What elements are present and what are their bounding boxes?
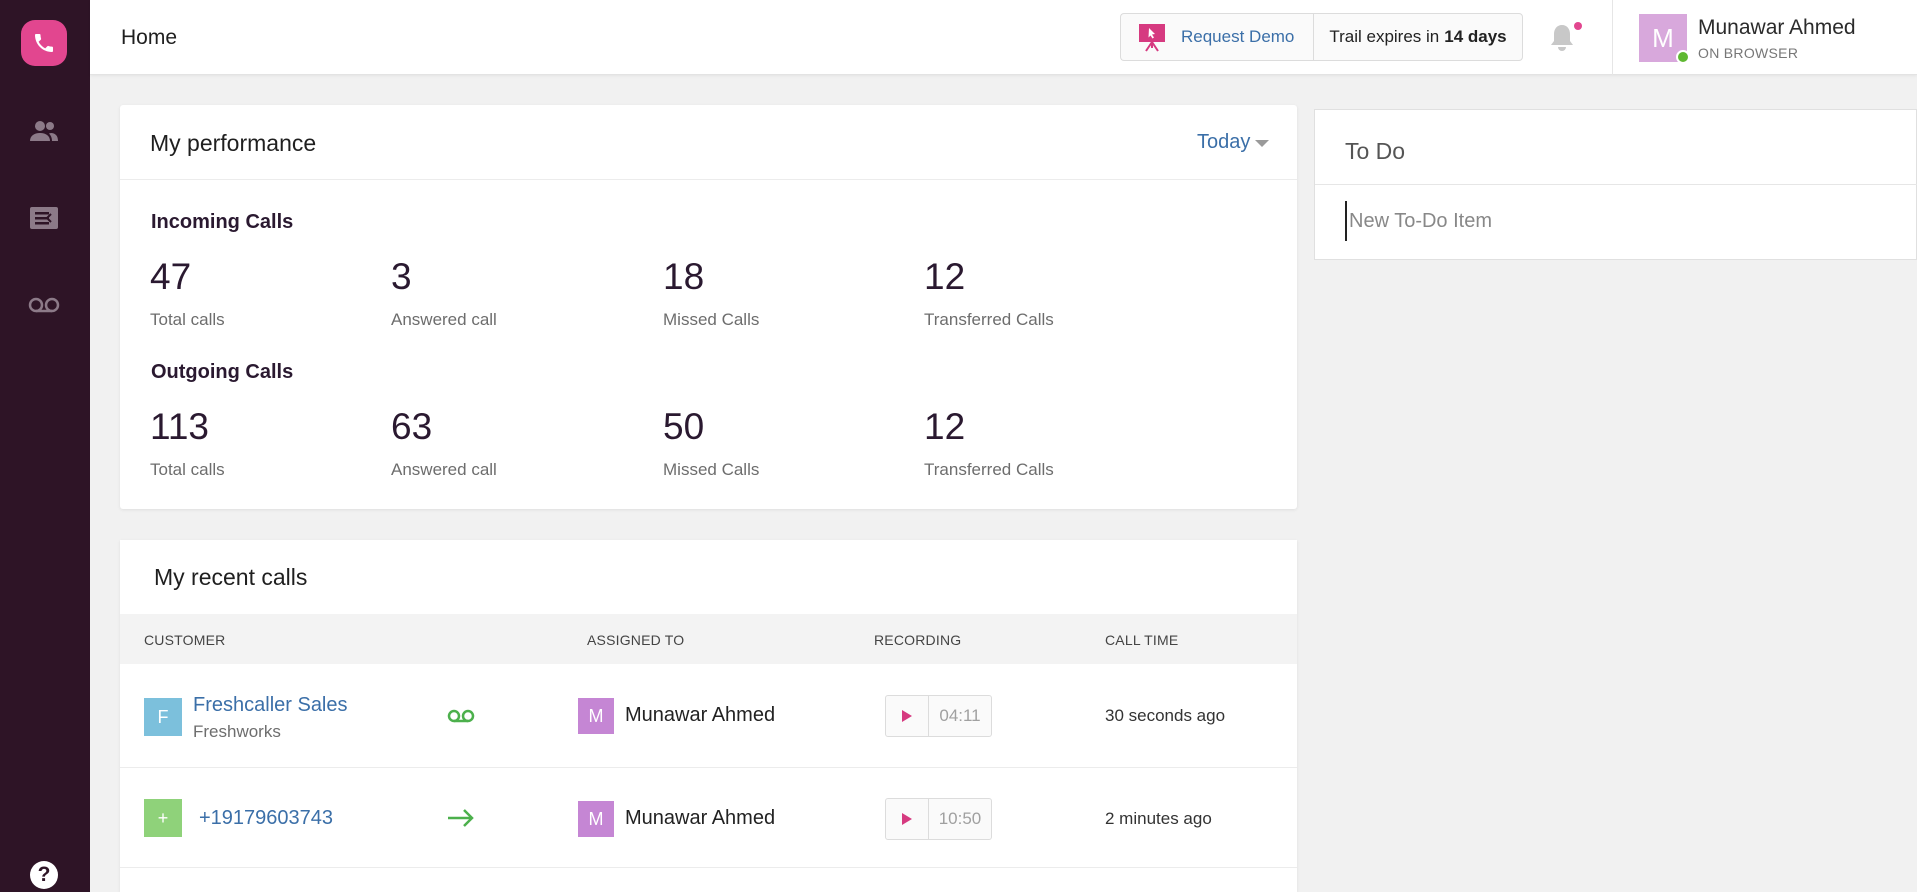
todo-title: To Do <box>1345 138 1406 164</box>
incoming-missed-label: Missed Calls <box>663 310 760 329</box>
customer-company: Freshworks <box>193 722 281 741</box>
assignee-avatar: M <box>578 698 614 734</box>
recent-calls-card: My recent calls CUSTOMER ASSIGNED TO REC… <box>120 540 1297 892</box>
outgoing-missed-label: Missed Calls <box>663 460 760 479</box>
tickets-icon[interactable] <box>26 200 62 236</box>
divider <box>120 179 1297 180</box>
outgoing-answered-value: 63 <box>391 406 433 447</box>
play-icon[interactable] <box>886 696 929 736</box>
date-filter-dropdown[interactable]: Today <box>1197 131 1251 153</box>
trial-prefix: Trail expires in <box>1329 27 1440 46</box>
column-header-customer: CUSTOMER <box>144 632 226 648</box>
outgoing-transferred-label: Transferred Calls <box>924 460 1054 479</box>
outgoing-total-value: 113 <box>150 406 209 447</box>
recording-duration: 04:11 <box>939 706 981 725</box>
column-header-recording: RECORDING <box>874 632 962 648</box>
table-row[interactable]: + +19179603743 M Munawar Ahmed 10:50 2 m… <box>120 768 1297 868</box>
customer-name-link[interactable]: Freshcaller Sales <box>193 694 348 716</box>
table-row[interactable]: F Freshcaller Sales Freshworks M Munawar… <box>120 664 1297 768</box>
customer-avatar: + <box>144 799 182 837</box>
recording-player: 04:11 <box>885 695 992 737</box>
top-header: Home Request Demo Trail expires in 14 da… <box>90 0 1917 75</box>
outgoing-answered-label: Answered call <box>391 460 497 479</box>
notification-dot <box>1574 22 1582 30</box>
presentation-icon <box>1139 24 1165 52</box>
user-avatar[interactable]: M <box>1639 14 1687 62</box>
new-todo-input[interactable] <box>1345 201 1885 241</box>
performance-title: My performance <box>150 130 317 156</box>
request-demo-label: Request Demo <box>1181 27 1295 46</box>
contacts-icon[interactable] <box>26 113 62 149</box>
incoming-calls-heading: Incoming Calls <box>151 211 294 233</box>
header-divider <box>1612 0 1613 75</box>
outgoing-arrow-icon <box>448 809 474 827</box>
todo-panel: To Do <box>1314 109 1917 260</box>
online-status-dot <box>1676 50 1690 64</box>
recording-duration: 10:50 <box>938 809 982 828</box>
column-header-assigned: ASSIGNED TO <box>587 632 685 648</box>
assignee-avatar: M <box>578 801 614 837</box>
voicemail-icon <box>447 709 475 723</box>
request-demo-button[interactable]: Request Demo <box>1120 13 1313 61</box>
call-time: 2 minutes ago <box>1105 809 1212 828</box>
incoming-answered-label: Answered call <box>391 310 497 329</box>
incoming-total-label: Total calls <box>150 310 225 329</box>
sidebar: ? <box>0 0 90 892</box>
incoming-total-value: 47 <box>150 256 192 297</box>
customer-phone-link[interactable]: +19179603743 <box>199 807 334 829</box>
incoming-transferred-label: Transferred Calls <box>924 310 1054 329</box>
column-header-call-time: CALL TIME <box>1105 632 1179 648</box>
user-status-text: ON BROWSER <box>1698 45 1799 61</box>
incoming-missed-value: 18 <box>663 256 705 297</box>
notification-bell-icon[interactable] <box>1548 22 1576 54</box>
outgoing-calls-heading: Outgoing Calls <box>151 361 294 383</box>
outgoing-transferred-value: 12 <box>924 406 966 447</box>
user-name[interactable]: Munawar Ahmed <box>1698 16 1856 39</box>
call-time: 30 seconds ago <box>1105 706 1226 725</box>
trial-notice: Trail expires in 14 days <box>1313 13 1523 61</box>
outgoing-total-label: Total calls <box>150 460 225 479</box>
help-icon[interactable]: ? <box>30 861 58 889</box>
voicemail-icon[interactable] <box>26 287 62 323</box>
trial-days: 14 days <box>1444 27 1507 46</box>
table-header: CUSTOMER ASSIGNED TO RECORDING CALL TIME <box>120 614 1297 664</box>
assignee-name: Munawar Ahmed <box>625 704 776 726</box>
recording-player: 10:50 <box>885 798 992 840</box>
phone-icon[interactable] <box>21 20 67 66</box>
outgoing-missed-value: 50 <box>663 406 705 447</box>
incoming-answered-value: 3 <box>391 256 412 297</box>
assignee-name: Munawar Ahmed <box>625 807 776 829</box>
chevron-down-icon[interactable] <box>1255 140 1269 147</box>
customer-avatar: F <box>144 698 182 736</box>
play-icon[interactable] <box>886 799 929 839</box>
performance-card: My performance Today Incoming Calls 47 T… <box>120 105 1297 509</box>
recent-calls-title: My recent calls <box>154 564 308 590</box>
incoming-transferred-value: 12 <box>924 256 966 297</box>
page-title: Home <box>121 26 178 49</box>
divider <box>1315 184 1917 185</box>
